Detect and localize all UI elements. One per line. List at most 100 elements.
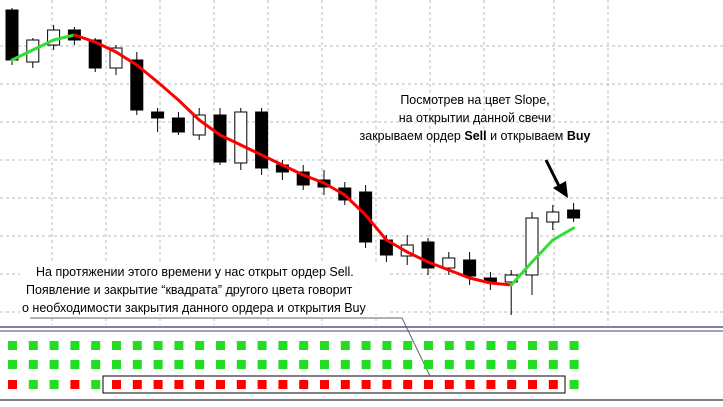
- indicator-square: [70, 360, 80, 369]
- indicator-square: [91, 380, 101, 389]
- indicator-square: [8, 341, 17, 350]
- indicator-square: [8, 380, 17, 389]
- indicator-square: [528, 341, 537, 350]
- slope-line: [426, 260, 451, 272]
- candle-body: [546, 211, 560, 223]
- indicator-square: [112, 341, 121, 350]
- highlight-box: [102, 375, 566, 394]
- indicator-square: [320, 380, 329, 389]
- indicator-square: [236, 341, 246, 350]
- indicator-square: [195, 360, 205, 369]
- indicator-square: [153, 380, 163, 389]
- indicator-square: [424, 360, 433, 369]
- indicator-square: [548, 341, 558, 350]
- indicator-square: [112, 380, 121, 389]
- indicator-square: [361, 360, 371, 369]
- indicator-square: [403, 380, 413, 389]
- indicator-square: [486, 341, 496, 350]
- note: Посмотрев на цвет Slope,: [400, 93, 549, 107]
- indicator-square: [528, 360, 537, 369]
- indicator-square: [112, 360, 121, 369]
- indicator-square: [257, 341, 267, 350]
- candle-body: [151, 111, 165, 119]
- slope-line: [135, 63, 160, 84]
- note-part: закрываем ордер: [360, 129, 465, 143]
- candle-body: [255, 111, 269, 169]
- arrow-head: [553, 181, 568, 198]
- indicator-square: [28, 380, 38, 389]
- indicator-square: [28, 341, 38, 350]
- indicator-square: [91, 341, 101, 350]
- annotation-bottom: На протяжении этого времени у нас открыт…: [20, 262, 390, 315]
- note: На протяжении этого времени у нас открыт…: [36, 265, 354, 279]
- indicator-square: [424, 380, 433, 389]
- indicator-square: [299, 360, 309, 369]
- slope-line: [509, 260, 534, 287]
- indicator-square: [548, 360, 558, 369]
- indicator-square: [403, 341, 413, 350]
- indicator-square: [507, 341, 517, 350]
- slope-line: [52, 33, 76, 42]
- candle-body: [88, 39, 102, 69]
- indicator-square: [174, 380, 184, 389]
- indicator-square: [340, 360, 350, 369]
- indicator-square: [70, 380, 80, 389]
- annotation-top: Посмотрев на цвет Slope, на открытии дан…: [360, 93, 591, 143]
- slope-line: [218, 133, 243, 147]
- slope-line: [114, 50, 139, 67]
- indicator-square: [403, 360, 413, 369]
- indicator-square: [28, 360, 38, 369]
- indicator-square: [507, 360, 517, 369]
- slope-line: [156, 80, 180, 102]
- indicator-square: [153, 360, 163, 369]
- indicator-square: [257, 380, 267, 389]
- candle-body: [171, 117, 185, 133]
- slope-line: [197, 118, 222, 137]
- note-part: и открываем: [487, 129, 567, 143]
- indicator-square: [465, 341, 475, 350]
- slope-line: [72, 33, 97, 44]
- indicator-square: [236, 360, 246, 369]
- slope-line: [93, 40, 118, 54]
- indicator-square: [569, 380, 579, 389]
- indicator-square: [132, 341, 142, 350]
- indicator-square: [153, 341, 163, 350]
- indicator-square: [382, 341, 392, 350]
- slope-line: [343, 193, 368, 217]
- note-bg: [20, 262, 390, 314]
- indicator-square: [216, 360, 225, 369]
- indicator-square: [132, 360, 142, 369]
- note-part: Buy: [567, 129, 591, 143]
- indicator-square: [340, 341, 350, 350]
- indicator-square: [49, 360, 59, 369]
- slope-line: [31, 38, 56, 52]
- indicator-square: [548, 380, 558, 389]
- indicator-square: [444, 341, 454, 350]
- indicator-square: [91, 360, 101, 369]
- indicator-square: [361, 341, 371, 350]
- slope-line: [301, 173, 326, 185]
- indicator-square: [257, 360, 267, 369]
- indicator-square: [132, 380, 142, 389]
- slope-line: [384, 238, 409, 254]
- slope-line: [260, 153, 284, 167]
- indicator-square: [299, 380, 309, 389]
- indicator-square: [444, 360, 454, 369]
- slope-line: [364, 213, 388, 242]
- indicator-square: [528, 380, 537, 389]
- indicator-square: [361, 380, 371, 389]
- slope-line: [551, 226, 576, 242]
- note: о необходимости закрытия данного ордера …: [22, 301, 367, 315]
- note-part: Sell: [464, 129, 486, 143]
- indicator-square: [486, 380, 496, 389]
- indicator-square: [465, 360, 475, 369]
- slope-line: [447, 268, 472, 280]
- indicator-square: [382, 380, 392, 389]
- candle-body: [567, 209, 581, 219]
- indicator-square: [195, 341, 205, 350]
- slope-line: [405, 250, 430, 264]
- marks: [5, 8, 581, 389]
- slope-line: [280, 163, 305, 177]
- candle-body: [130, 59, 144, 111]
- indicator-square: [8, 360, 17, 369]
